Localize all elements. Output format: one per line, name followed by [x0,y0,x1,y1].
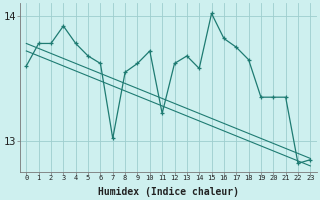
X-axis label: Humidex (Indice chaleur): Humidex (Indice chaleur) [98,186,239,197]
